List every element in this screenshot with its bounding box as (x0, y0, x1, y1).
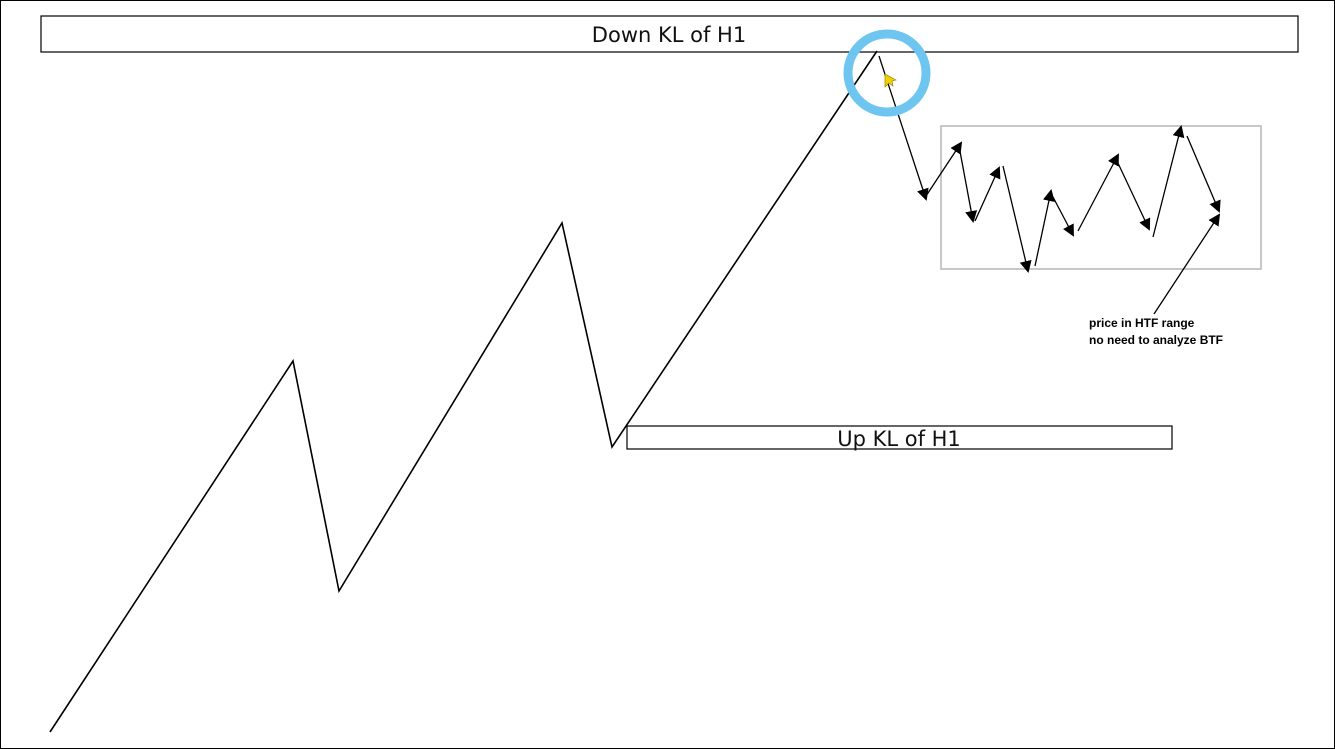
highlight-circle-icon (843, 29, 931, 117)
annotation-line-2: no need to analyze BTF (1089, 333, 1223, 347)
arrow-segment (1186, 135, 1221, 213)
down-kl-label: Down KL of H1 (592, 23, 746, 47)
arrow-segment (1052, 196, 1074, 237)
up-kl-label: Up KL of H1 (837, 427, 961, 451)
price-path-line (49, 50, 878, 733)
up-kl-zone (626, 425, 1173, 450)
htf-range-box (940, 125, 1262, 270)
annotation-line-1: price in HTF range (1089, 316, 1195, 330)
arrow-segment (958, 145, 978, 223)
pointer-cursor-icon (884, 73, 897, 88)
arrow-segment (1002, 165, 1032, 273)
arrow-segment (1034, 189, 1055, 267)
arrow-segment (1116, 160, 1151, 231)
arrow-segment (1077, 153, 1119, 232)
down-kl-zone (40, 15, 1299, 53)
arrow-segment (1152, 125, 1185, 238)
arrow-segment (925, 141, 963, 197)
arrow-segment (974, 166, 1001, 222)
annotation-pointer-arrow (1153, 213, 1221, 315)
